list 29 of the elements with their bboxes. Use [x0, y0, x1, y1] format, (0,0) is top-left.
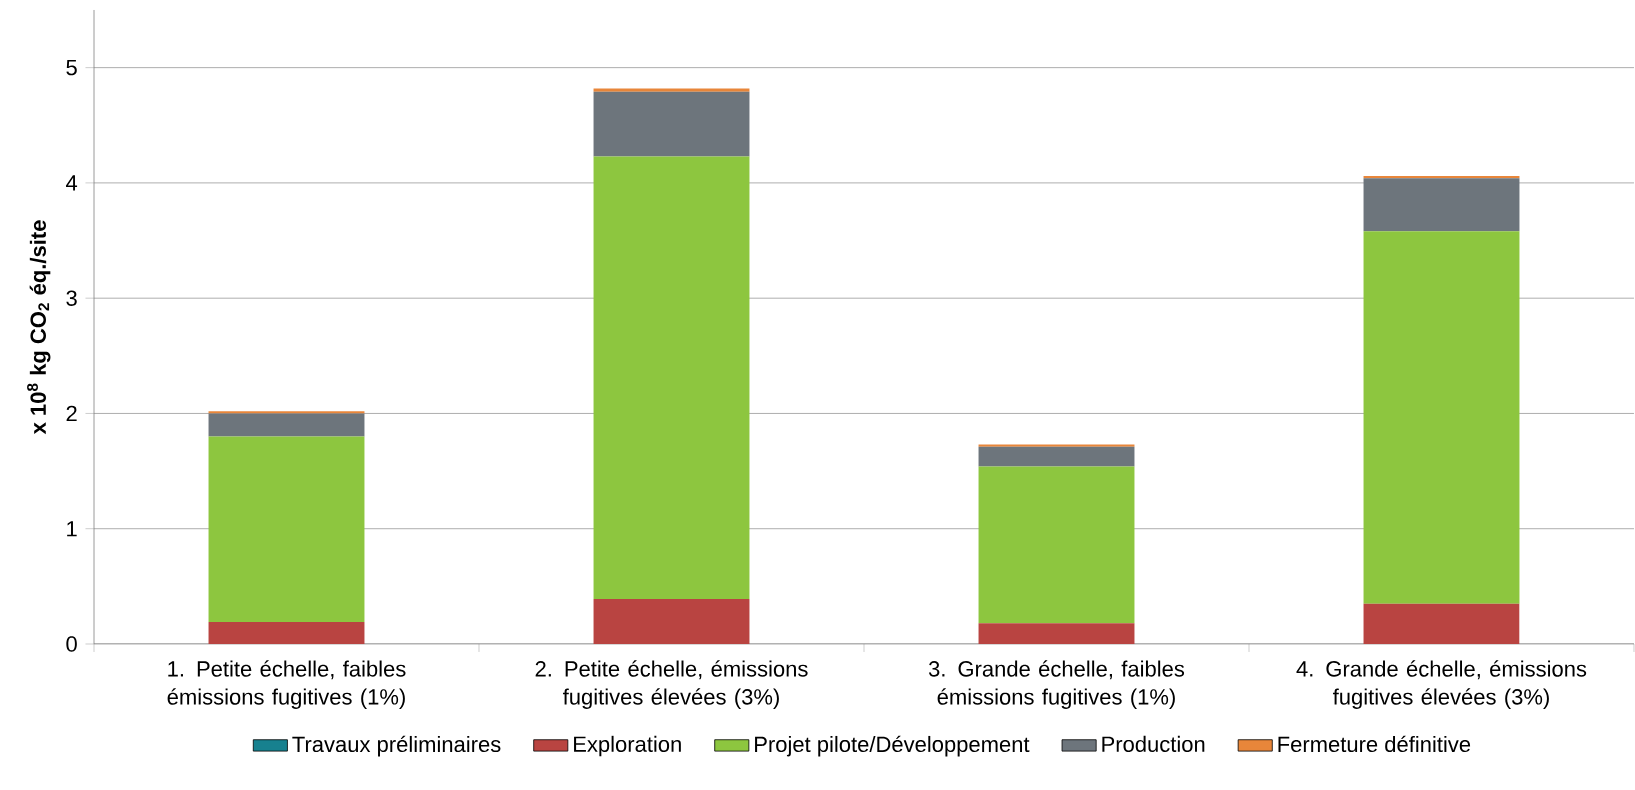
y-tick-label: 0	[66, 636, 77, 652]
x-tick-label: 3. Grande échelle, faibles émissions fugitives (1%)	[928, 660, 1185, 709]
legend-label: Production	[1102, 735, 1205, 752]
bar	[978, 623, 1135, 644]
bar	[208, 622, 365, 644]
legend-label: Fermeture définitive	[1278, 735, 1471, 753]
x-tick-label: 2. Petite échelle, émissions fugitives élevées (3%)	[535, 660, 808, 709]
y-tick-label: 1	[67, 521, 77, 537]
bar	[593, 599, 750, 644]
bar	[978, 446, 1135, 467]
legend-label: Travaux préliminaires	[292, 735, 501, 757]
bar	[1363, 603, 1520, 644]
bar	[593, 88, 750, 92]
bar	[1363, 231, 1520, 604]
bar	[208, 436, 365, 623]
legend-label: Exploration	[574, 735, 681, 757]
bar	[208, 413, 365, 437]
y-tick-label: 2	[66, 405, 77, 422]
y-tick-label: 3	[66, 290, 77, 306]
y-tick-label: 4	[66, 175, 78, 191]
y-axis-title: x 10$^{8}$ kg CO$_{2}$ éq./site	[27, 220, 51, 435]
x-tick-label: 1. Petite échelle, faibles émissions fugitives (1%)	[167, 660, 406, 709]
x-tick-label: 4. Grande échelle, émissions fugitives élevées (3%)	[1296, 660, 1587, 709]
bar	[978, 466, 1135, 624]
y-tick-label: 5	[66, 59, 77, 76]
legend-label: Projet pilote/Développement	[755, 735, 1030, 757]
bar	[593, 91, 750, 157]
bar	[1363, 178, 1520, 232]
bar	[593, 156, 750, 600]
